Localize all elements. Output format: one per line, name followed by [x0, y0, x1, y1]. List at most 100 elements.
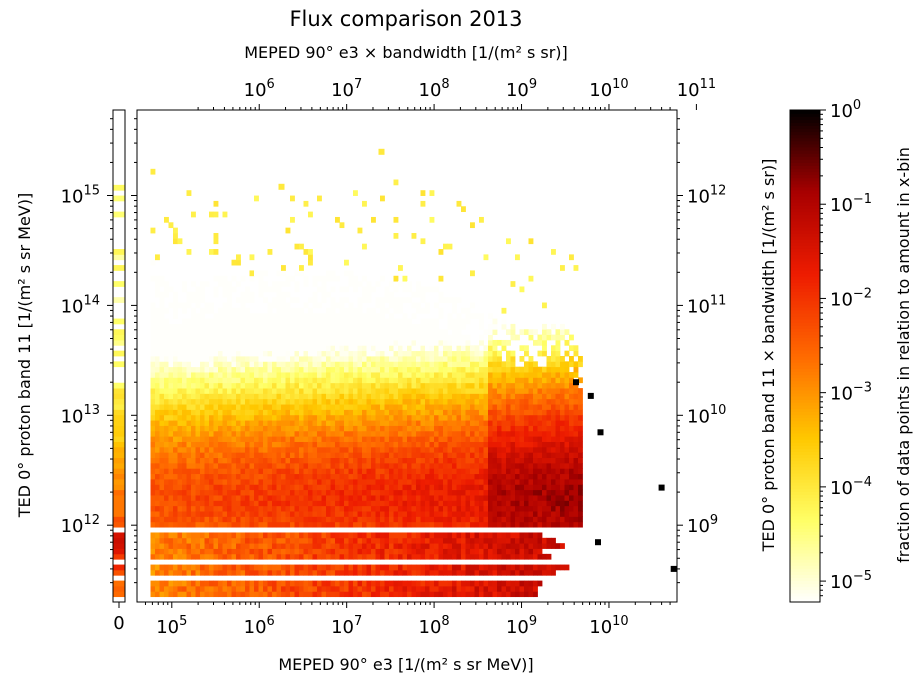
heatmap-cell	[465, 505, 471, 512]
heatmap-cell	[281, 537, 286, 544]
heatmap-cell	[366, 446, 372, 453]
heatmap-cell	[384, 585, 390, 592]
heatmap-cell	[173, 329, 178, 336]
heatmap-cell	[411, 473, 417, 480]
heatmap-cell	[411, 393, 417, 400]
heatmap-cell	[204, 511, 210, 517]
heatmap-cell	[240, 318, 246, 325]
heatmap-cell	[281, 420, 286, 426]
heatmap-cell	[515, 393, 520, 400]
heatmap-cell	[155, 329, 160, 336]
heatmap-cell	[402, 511, 408, 517]
heatmap-cell	[434, 516, 439, 523]
heatmap-cell	[236, 425, 241, 432]
heatmap-cell	[182, 479, 187, 485]
heatmap-cell	[474, 425, 480, 432]
heatmap-cell	[483, 329, 489, 336]
heatmap-cell	[366, 409, 372, 416]
heatmap-cell	[465, 500, 471, 507]
heatmap-cell	[240, 404, 246, 410]
heatmap-cell	[416, 564, 421, 571]
heatmap-cell	[497, 409, 502, 416]
heatmap-cell	[218, 484, 223, 491]
heatmap-cell	[519, 553, 525, 560]
heatmap-cell	[227, 377, 232, 384]
heatmap-cell	[177, 537, 183, 544]
heatmap-cell	[164, 382, 169, 389]
heatmap-cell	[276, 569, 282, 576]
heatmap-cell	[510, 462, 516, 469]
heatmap-cell	[177, 436, 183, 442]
heatmap-cell	[555, 505, 561, 512]
heatmap-cell	[492, 425, 498, 432]
zero-bin-cell	[113, 479, 125, 485]
heatmap-cell	[483, 414, 489, 421]
heatmap-cell	[263, 409, 268, 416]
heatmap-cell	[461, 479, 466, 485]
heatmap-cell	[380, 591, 385, 598]
heatmap-cell	[155, 505, 160, 512]
heatmap-cell	[335, 404, 340, 410]
heatmap-cell	[272, 323, 277, 330]
heatmap-cell	[290, 511, 295, 517]
heatmap-cell	[245, 356, 250, 362]
heatmap-cell	[173, 313, 178, 319]
heatmap-cell	[312, 484, 318, 491]
heatmap-cell	[308, 446, 313, 453]
heatmap-cell	[218, 430, 223, 437]
heatmap-cell	[357, 452, 363, 459]
heatmap-cell	[470, 468, 475, 475]
heatmap-cell	[389, 334, 394, 341]
heatmap-cell	[236, 323, 241, 330]
heatmap-cell	[195, 489, 201, 496]
heatmap-cell	[434, 585, 439, 592]
heatmap-cell	[461, 473, 466, 480]
heatmap-cell	[326, 398, 331, 405]
heatmap-cell	[326, 409, 331, 416]
heatmap-cell	[483, 345, 489, 352]
heatmap-cell	[443, 329, 448, 336]
heatmap-cell	[533, 564, 538, 571]
heatmap-cell	[479, 452, 484, 459]
heatmap-cell	[488, 339, 493, 346]
heatmap-cell	[321, 297, 327, 303]
heatmap-cell	[164, 409, 169, 416]
heatmap-cell	[321, 553, 327, 560]
y-axis-label: TED 0° proton band 11 [1/(m² s sr MeV)]	[15, 193, 34, 518]
heatmap-cell	[150, 505, 156, 512]
heatmap-cell	[200, 569, 205, 576]
heatmap-cell	[191, 430, 196, 437]
heatmap-cell	[528, 468, 534, 475]
heatmap-cell	[528, 489, 534, 496]
heatmap-cell	[339, 372, 345, 378]
heatmap-cell	[434, 404, 439, 410]
heatmap-cell	[182, 307, 187, 314]
heatmap-cell	[371, 484, 376, 491]
heatmap-cell	[398, 409, 403, 416]
heatmap-cell	[425, 484, 430, 491]
heatmap-cell	[510, 393, 516, 400]
heatmap-cell	[254, 532, 259, 539]
zero-bin-cell	[113, 505, 125, 512]
heatmap-cell	[456, 388, 462, 394]
heatmap-cell	[191, 543, 196, 549]
heatmap-cell	[362, 345, 367, 352]
heatmap-cell	[443, 356, 448, 362]
heatmap-cell	[447, 505, 453, 512]
heatmap-cell	[384, 537, 390, 544]
heatmap-cell	[155, 404, 160, 410]
heatmap-cell	[294, 441, 300, 448]
heatmap-cell	[447, 393, 453, 400]
heatmap-cell	[335, 511, 340, 517]
heatmap-cell	[344, 409, 349, 416]
heatmap-cell	[542, 537, 547, 544]
heatmap-cell	[222, 404, 228, 410]
heatmap-cell	[501, 543, 507, 549]
heatmap-cell	[227, 484, 232, 491]
heatmap-cell	[537, 505, 543, 512]
heatmap-cell	[357, 398, 363, 405]
heatmap-cell	[222, 446, 228, 453]
heatmap-cell	[465, 537, 471, 544]
heatmap-cell	[267, 350, 273, 357]
heatmap-cell	[447, 345, 453, 352]
